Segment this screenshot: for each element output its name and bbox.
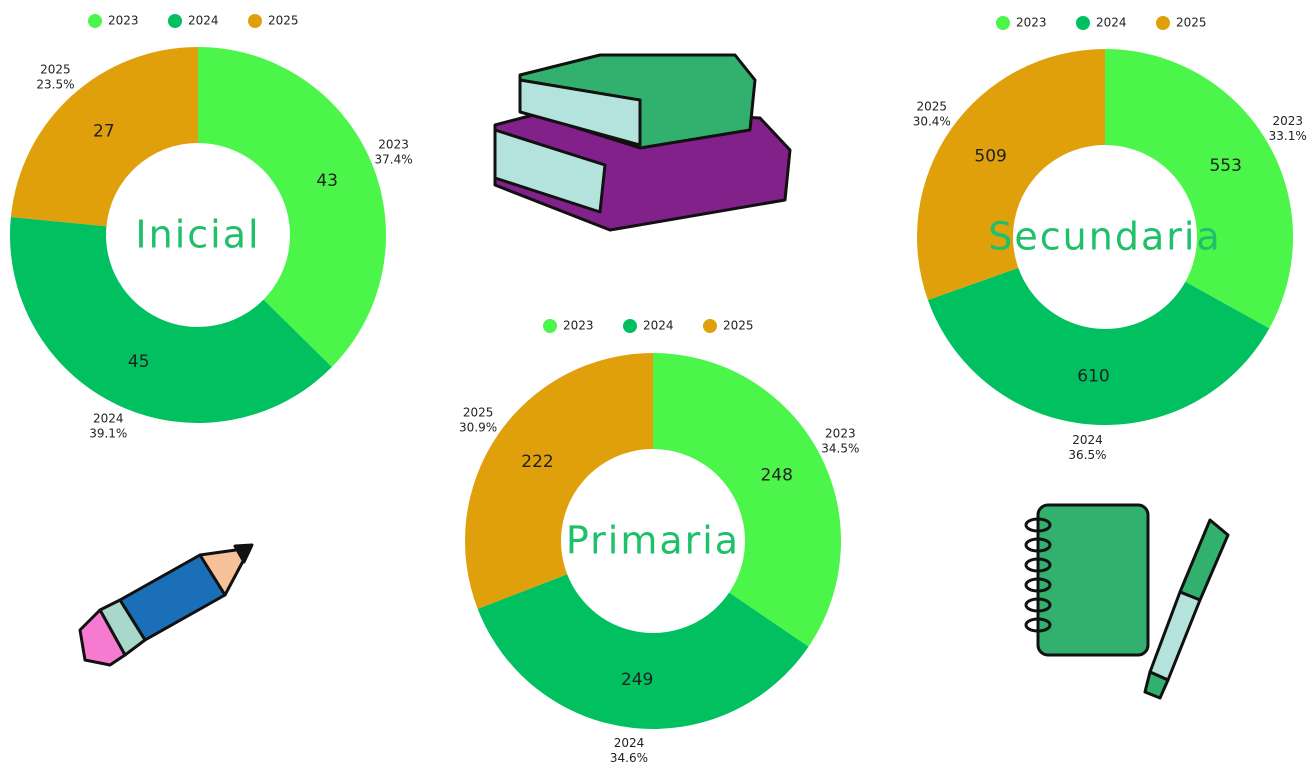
- percent-label: 30.4%: [913, 114, 951, 128]
- percent-label: 34.6%: [610, 751, 648, 764]
- percent-label: 34.5%: [821, 441, 859, 455]
- legend-label: 2023: [563, 319, 594, 333]
- donut-segment: [9, 217, 332, 423]
- donut-segment: [927, 267, 1270, 425]
- value-label: 27: [93, 121, 115, 141]
- donut-segment: [1105, 49, 1293, 329]
- legend-swatch: [703, 319, 717, 333]
- donut-segment: [917, 49, 1105, 301]
- donut-center-title: Primaria: [566, 519, 740, 563]
- percent-label: 37.4%: [375, 153, 413, 167]
- value-label: 249: [621, 670, 653, 690]
- category-label: 2025: [40, 63, 71, 77]
- legend-label: 2024: [188, 14, 219, 28]
- legend-swatch: [168, 14, 182, 28]
- legend-swatch: [248, 14, 262, 28]
- books-illustration: [493, 53, 792, 232]
- donut-segment: [477, 574, 809, 729]
- legend-swatch: [1156, 16, 1170, 30]
- value-label: 610: [1077, 367, 1109, 387]
- legend-label: 2025: [1176, 16, 1207, 30]
- legend-label: 2025: [268, 14, 299, 28]
- category-label: 2023: [1272, 114, 1303, 128]
- value-label: 222: [521, 452, 553, 472]
- notebook-illustration: [1024, 503, 1230, 700]
- category-label: 2023: [825, 426, 856, 440]
- legend-label: 2023: [1016, 16, 1047, 30]
- legend-label: 2025: [723, 319, 754, 333]
- category-label: 2025: [916, 99, 947, 113]
- legend-label: 2023: [108, 14, 139, 28]
- percent-label: 23.5%: [36, 78, 74, 92]
- category-label: 2024: [614, 736, 645, 750]
- legend-label: 2024: [643, 319, 674, 333]
- value-label: 509: [974, 146, 1006, 166]
- value-label: 248: [760, 465, 792, 485]
- percent-label: 39.1%: [89, 427, 127, 441]
- percent-label: 33.1%: [1269, 129, 1307, 143]
- donut-segment: [10, 47, 199, 227]
- category-label: 2024: [93, 412, 124, 426]
- pencil-illustration: [78, 543, 254, 667]
- legend-swatch: [543, 319, 557, 333]
- category-label: 2023: [378, 138, 409, 152]
- donut-center-title: Secundaria: [988, 215, 1221, 259]
- category-label: 2024: [1072, 433, 1103, 447]
- legend-swatch: [623, 319, 637, 333]
- legend-swatch: [88, 14, 102, 28]
- donut-segment: [465, 353, 653, 609]
- percent-label: 30.9%: [459, 421, 497, 435]
- donut-center-title: Inicial: [135, 213, 260, 257]
- value-label: 553: [1209, 156, 1241, 176]
- percent-label: 36.5%: [1068, 448, 1106, 462]
- legend-label: 2024: [1096, 16, 1127, 30]
- value-label: 45: [128, 352, 150, 372]
- legend-swatch: [996, 16, 1010, 30]
- value-label: 43: [316, 171, 338, 191]
- category-label: 2025: [463, 406, 494, 420]
- donut-segment: [653, 353, 842, 647]
- donut-segment: [198, 47, 386, 368]
- legend-swatch: [1076, 16, 1090, 30]
